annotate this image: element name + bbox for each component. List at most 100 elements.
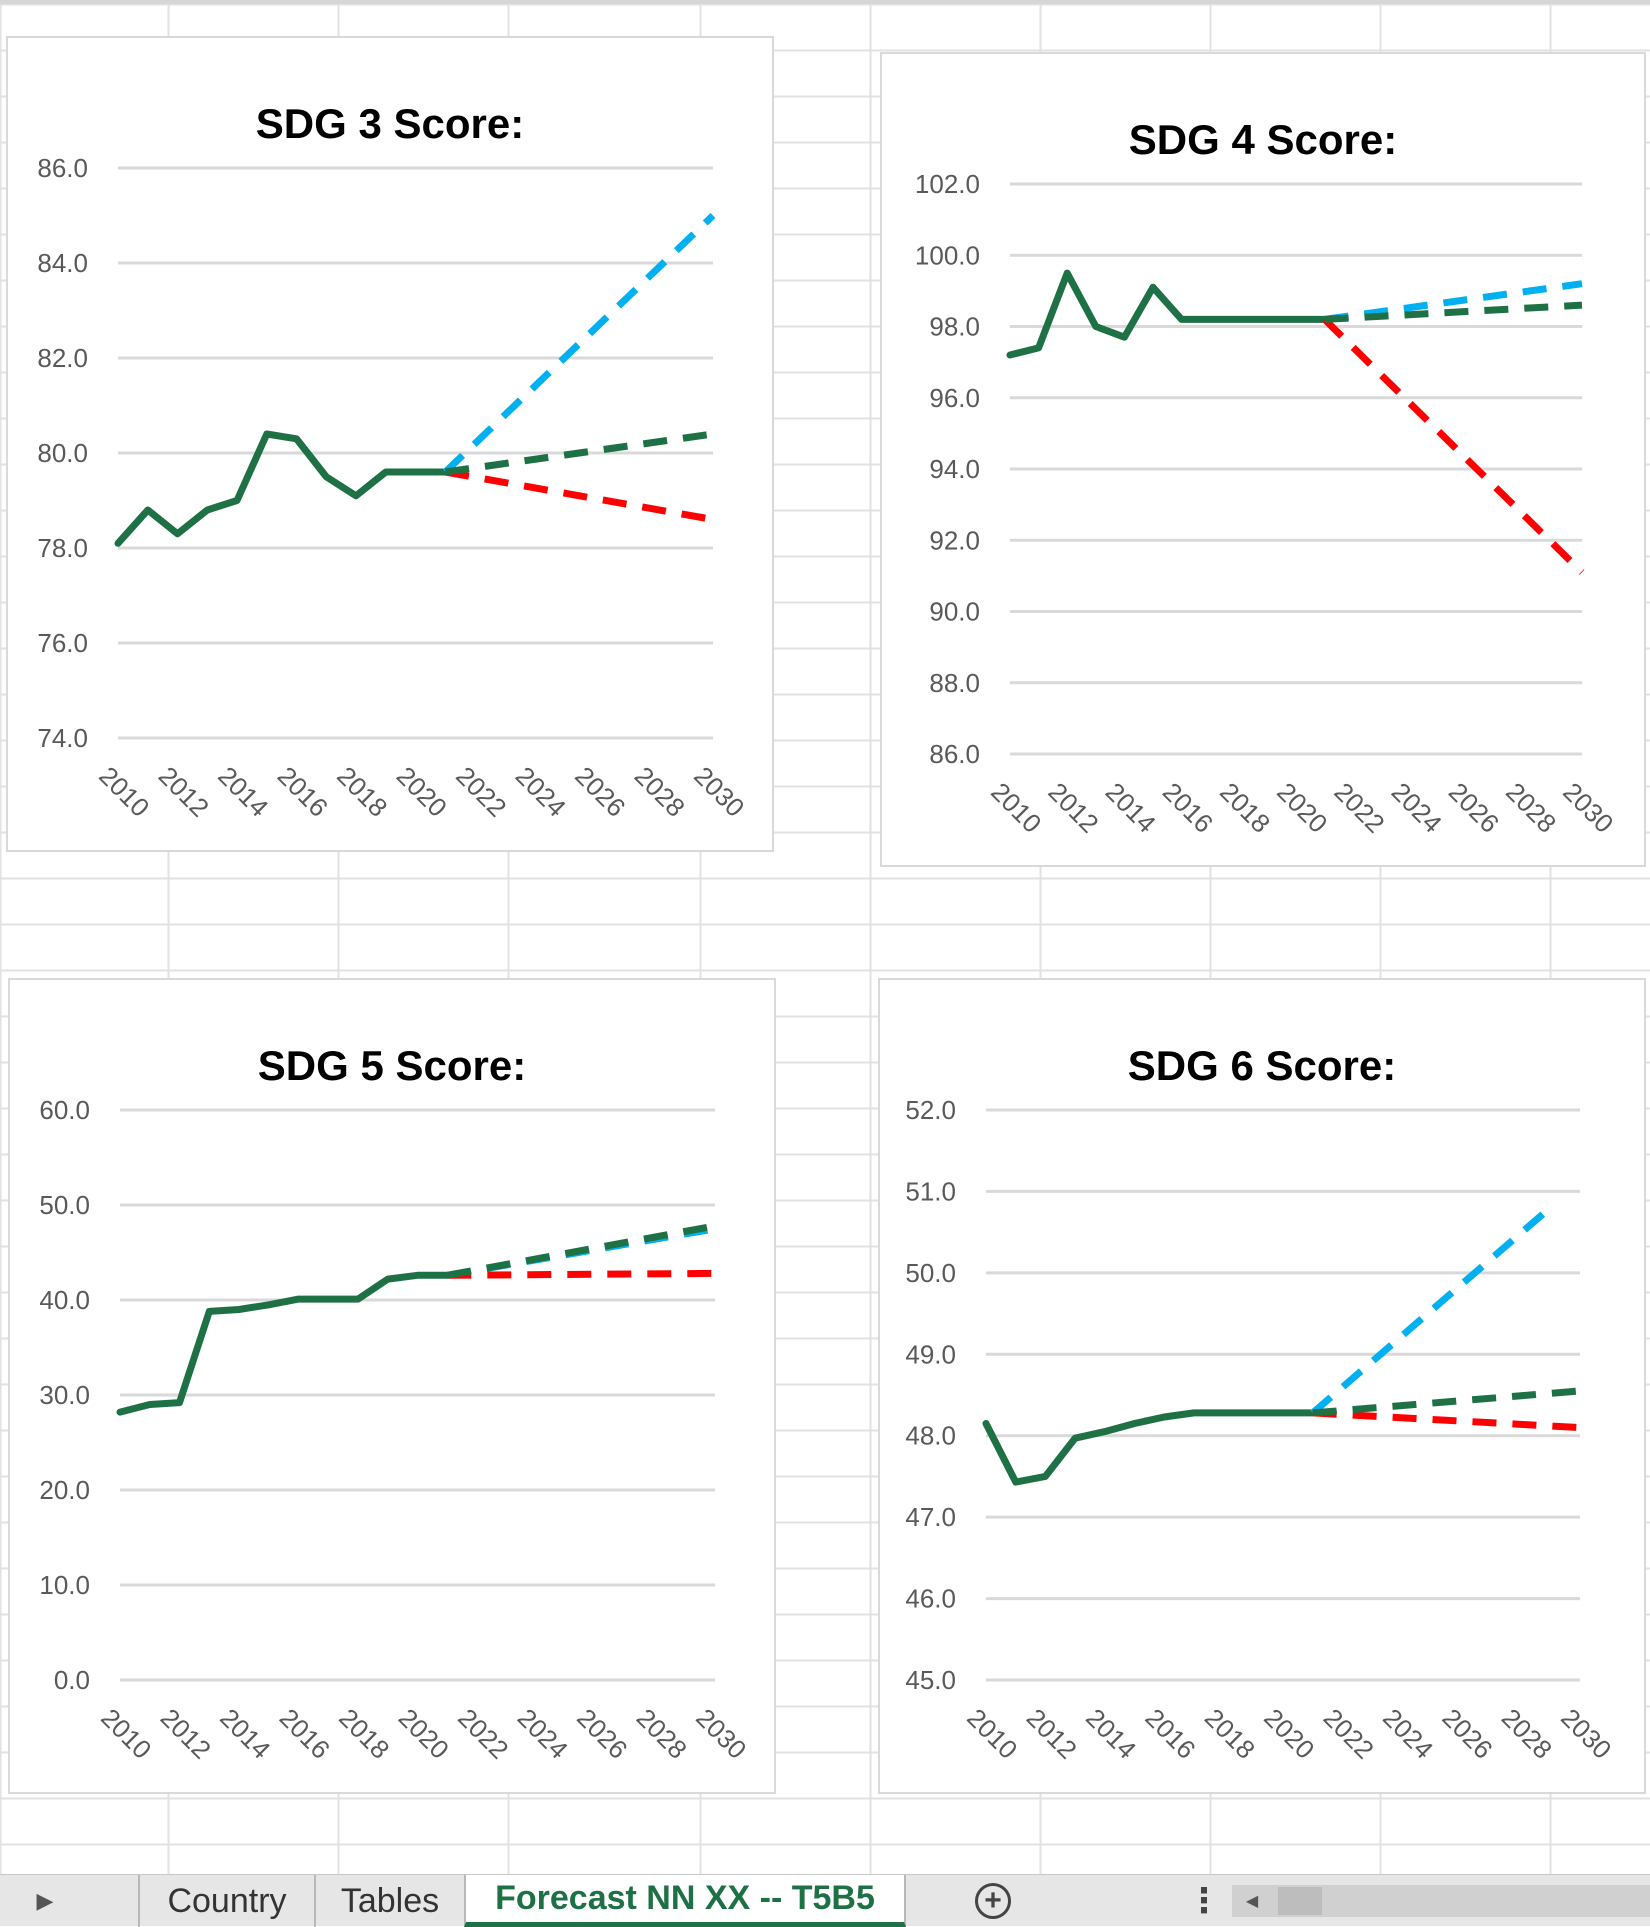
x-tick-label: 2020	[391, 761, 453, 823]
pessimistic-series-line	[1312, 1409, 1581, 1432]
y-tick-label: 46.0	[905, 1584, 956, 1614]
x-tick-label: 2018	[331, 761, 393, 823]
chart-sdg5-plot: SDG 5 Score: 0.0 10.0 20.0 30.0 40.0 50.0 60.0 2…	[39, 1042, 752, 1765]
optimistic-series-line	[1310, 1205, 1553, 1416]
sheet-tab-bar: ▶ Country Tables Forecast NN XX -- T5B5 …	[0, 1874, 1650, 1927]
chart-sdg5[interactable]: SDG 5 Score: 0.0 10.0 20.0 30.0 40.0 50.0 60.0 2…	[8, 978, 776, 1794]
x-tick-label: 2024	[510, 761, 572, 823]
y-tick-label: 74.0	[37, 723, 88, 753]
y-tick-label: 0.0	[54, 1665, 90, 1695]
baseline-series-line	[1312, 1387, 1581, 1417]
pessimistic-series-line	[444, 468, 714, 523]
x-tick-label: 2014	[212, 761, 274, 823]
sdg-6-score-title: SDG 6 Score:	[1128, 1042, 1396, 1089]
x-tick-label: 2030	[688, 761, 750, 823]
x-tick-label: 2028	[1500, 777, 1562, 839]
sdg-3-score-title: SDG 3 Score:	[256, 100, 524, 147]
x-tick-label: 2018	[1199, 1703, 1261, 1765]
sdg-5-score-title: SDG 5 Score:	[258, 1042, 526, 1089]
chart-sdg4-plot: SDG 4 Score: 86.0 88.0 90.0 92.0 94.0 96.0 98.0…	[915, 116, 1619, 839]
x-tick-label: 2014	[214, 1703, 276, 1765]
x-tick-label: 2022	[450, 761, 512, 823]
tab-country-label: Country	[167, 1881, 287, 1920]
x-tick-label: 2016	[272, 761, 334, 823]
y-tick-label: 84.0	[37, 248, 88, 278]
x-tick-label: 2010	[961, 1703, 1023, 1765]
x-tick-label: 2026	[1437, 1703, 1499, 1765]
x-tick-label: 2014	[1100, 777, 1162, 839]
tab-country[interactable]: Country	[138, 1875, 314, 1927]
vertical-ellipsis-icon[interactable]: ⋮	[1187, 1882, 1221, 1920]
x-tick-label: 2022	[1318, 1703, 1380, 1765]
y-tick-label: 52.0	[905, 1095, 956, 1125]
y-tick-label: 80.0	[37, 438, 88, 468]
x-tick-label: 2016	[1140, 1703, 1202, 1765]
y-tick-label: 48.0	[905, 1421, 956, 1451]
optimistic-series-line	[1324, 280, 1583, 323]
sdg-4-score-title: SDG 4 Score:	[1129, 116, 1397, 163]
x-tick-label: 2020	[1271, 777, 1333, 839]
scrollbar-thumb[interactable]	[1278, 1887, 1322, 1915]
y-tick-label: 76.0	[37, 628, 88, 658]
x-tick-label: 2010	[93, 761, 155, 823]
x-tick-label: 2026	[1443, 777, 1505, 839]
x-tick-label: 2022	[452, 1703, 514, 1765]
x-tick-label: 2030	[690, 1703, 752, 1765]
y-tick-label: 60.0	[39, 1095, 90, 1125]
chart-sdg6-plot: SDG 6 Score: 45.0 46.0 47.0 48.0 49.0 50.0 51.0…	[905, 1042, 1617, 1765]
x-tick-label: 2012	[153, 761, 215, 823]
x-tick-label: 2020	[393, 1703, 455, 1765]
x-tick-label: 2028	[629, 761, 691, 823]
baseline-series-line	[446, 1222, 716, 1279]
y-tick-label: 82.0	[37, 343, 88, 373]
tab-tables[interactable]: Tables	[314, 1875, 464, 1927]
x-tick-label: 2024	[1377, 1703, 1439, 1765]
y-tick-label: 50.0	[905, 1258, 956, 1288]
y-tick-label: 98.0	[929, 312, 980, 342]
y-tick-label: 92.0	[929, 525, 980, 555]
x-tick-label: 2020	[1258, 1703, 1320, 1765]
y-tick-label: 40.0	[39, 1285, 90, 1315]
x-tick-label: 2016	[274, 1703, 336, 1765]
pessimistic-series-line	[447, 1269, 716, 1279]
y-tick-label: 50.0	[39, 1190, 90, 1220]
optimistic-series-line	[442, 212, 716, 475]
x-tick-label: 2030	[1555, 1703, 1617, 1765]
triangle-right-icon[interactable]: ▶	[36, 1888, 54, 1913]
chart-sdg3-plot: SDG 3 Score: 74.0 76.0 78.0 80.0 82.0 84.0 86.0…	[37, 100, 750, 823]
column-header-strip	[0, 0, 1650, 4]
tab-forecast[interactable]: Forecast NN XX -- T5B5	[464, 1875, 906, 1927]
y-tick-label: 51.0	[905, 1176, 956, 1206]
pessimistic-series-line	[1322, 316, 1585, 575]
x-tick-label: 2010	[985, 777, 1047, 839]
x-tick-label: 2028	[631, 1703, 693, 1765]
tab-forecast-label: Forecast NN XX -- T5B5	[495, 1879, 875, 1917]
x-tick-label: 2018	[1214, 777, 1276, 839]
y-tick-label: 86.0	[37, 153, 88, 183]
y-tick-label: 100.0	[915, 240, 980, 270]
y-tick-label: 78.0	[37, 533, 88, 563]
scroll-left-icon[interactable]: ◀	[1245, 1893, 1259, 1910]
x-tick-label: 2012	[1043, 777, 1105, 839]
x-tick-label: 2010	[95, 1703, 157, 1765]
y-tick-label: 47.0	[905, 1502, 956, 1532]
chart-sdg3[interactable]: SDG 3 Score: 74.0 76.0 78.0 80.0 82.0 84.0 86.0…	[6, 36, 774, 852]
x-tick-label: 2018	[333, 1703, 395, 1765]
x-tick-label: 2024	[1386, 777, 1448, 839]
x-tick-label: 2022	[1329, 777, 1391, 839]
historical-series-line	[982, 1409, 1317, 1486]
x-tick-label: 2014	[1080, 1703, 1142, 1765]
y-tick-label: 102.0	[915, 169, 980, 199]
x-tick-label: 2028	[1496, 1703, 1558, 1765]
chart-sdg4[interactable]: SDG 4 Score: 86.0 88.0 90.0 92.0 94.0 96.0 98.0…	[880, 52, 1646, 867]
y-tick-label: 86.0	[929, 739, 980, 769]
x-tick-label: 2012	[155, 1703, 217, 1765]
y-tick-label: 90.0	[929, 597, 980, 627]
y-tick-label: 88.0	[929, 668, 980, 698]
x-tick-label: 2016	[1157, 777, 1219, 839]
x-tick-label: 2030	[1557, 777, 1619, 839]
plus-circle-icon[interactable]: +	[975, 1883, 1011, 1919]
x-tick-label: 2026	[569, 761, 631, 823]
baseline-series-line	[1324, 301, 1583, 323]
chart-sdg6[interactable]: SDG 6 Score: 45.0 46.0 47.0 48.0 49.0 50.0 51.0…	[878, 978, 1646, 1794]
